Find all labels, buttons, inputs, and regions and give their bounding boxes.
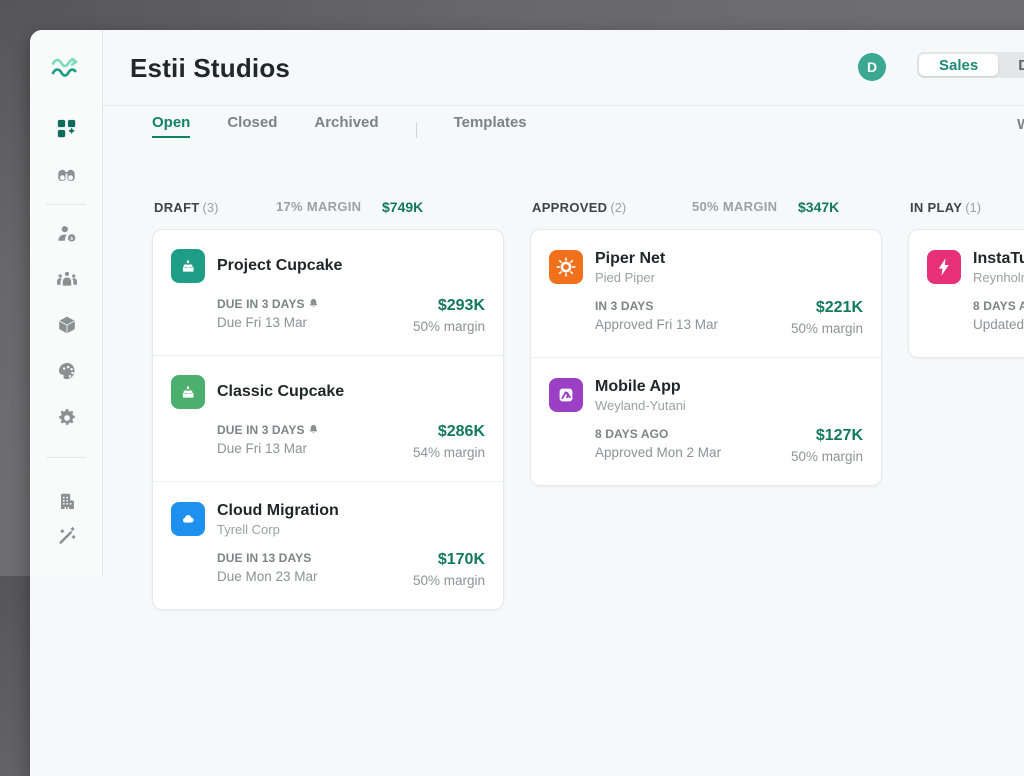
svg-text:$: $ <box>70 236 73 242</box>
